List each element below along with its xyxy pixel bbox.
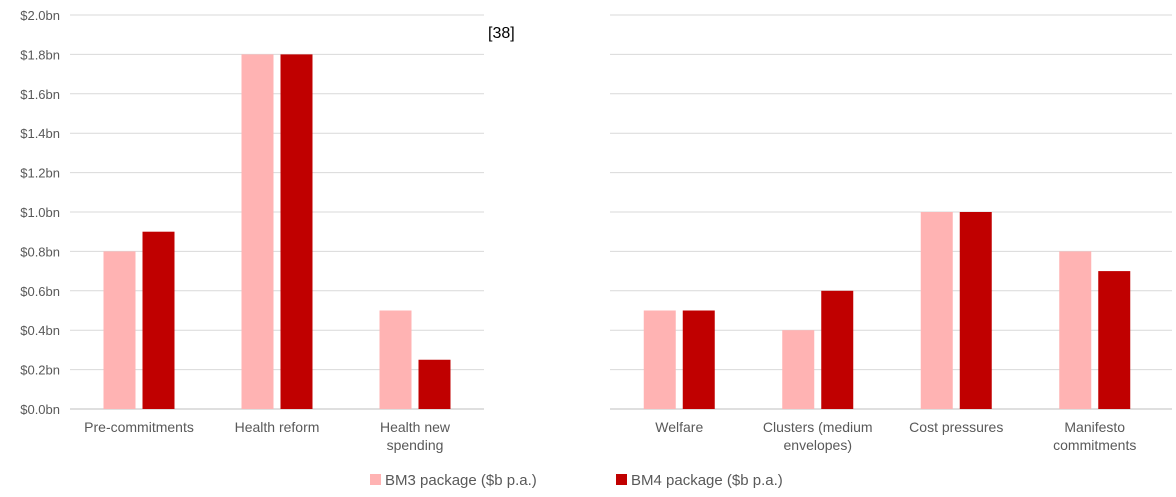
- bar-bm3: [241, 54, 274, 410]
- bar-bm3: [379, 310, 412, 409]
- y-tick-label: $0.2bn: [20, 363, 60, 378]
- bar-bm3: [1059, 251, 1092, 409]
- y-tick-label: $1.6bn: [20, 87, 60, 102]
- gridlines: [70, 14, 1172, 410]
- bar-bm3: [920, 212, 953, 409]
- bar-bm3: [643, 310, 676, 409]
- bar-bm4: [821, 290, 854, 409]
- category-label: Cost pressures: [909, 419, 1003, 435]
- y-tick-label: $2.0bn: [20, 8, 60, 23]
- reference-label: [38]: [488, 25, 515, 42]
- y-tick-label: $0.0bn: [20, 402, 60, 417]
- category-label: Health reform: [235, 419, 320, 435]
- category-label: envelopes): [784, 437, 853, 453]
- legend-swatch-bm4: [616, 474, 627, 485]
- legend-label-bm4: BM4 package ($b p.a.): [631, 472, 783, 489]
- y-tick-label: $1.8bn: [20, 47, 60, 62]
- category-label: commitments: [1053, 437, 1136, 453]
- category-label: Health new: [380, 419, 451, 435]
- bar-bm4: [682, 310, 715, 409]
- legend: BM3 package ($b p.a.) BM4 package ($b p.…: [370, 472, 783, 489]
- category-label: Manifesto: [1064, 419, 1125, 435]
- y-tick-label: $1.2bn: [20, 166, 60, 181]
- bars: [103, 54, 1131, 410]
- y-tick-label: $1.0bn: [20, 205, 60, 220]
- x-axis: Pre-commitments Health reform Health new sp…: [84, 419, 1136, 453]
- y-tick-label: $0.4bn: [20, 323, 60, 338]
- category-label: Clusters (medium: [763, 419, 873, 435]
- category-label: Welfare: [655, 419, 703, 435]
- y-tick-label: $1.4bn: [20, 126, 60, 141]
- legend-label-bm3: BM3 package ($b p.a.): [385, 472, 537, 489]
- legend-swatch-bm3: [370, 474, 381, 485]
- bar-bm3: [782, 330, 815, 409]
- category-label: spending: [387, 437, 444, 453]
- bar-bm4: [959, 212, 992, 409]
- bar-bm4: [142, 231, 175, 409]
- bar-bm3: [103, 251, 136, 409]
- category-label: Pre-commitments: [84, 419, 194, 435]
- y-tick-label: $0.6bn: [20, 284, 60, 299]
- bar-bm4: [280, 54, 313, 410]
- y-tick-label: $0.8bn: [20, 244, 60, 259]
- bar-bm4: [418, 359, 451, 409]
- bar-bm4: [1098, 271, 1131, 409]
- y-axis: $0.0bn $0.2bn $0.4bn $0.6bn $0.8bn $1.0bn $1.2…: [20, 8, 60, 417]
